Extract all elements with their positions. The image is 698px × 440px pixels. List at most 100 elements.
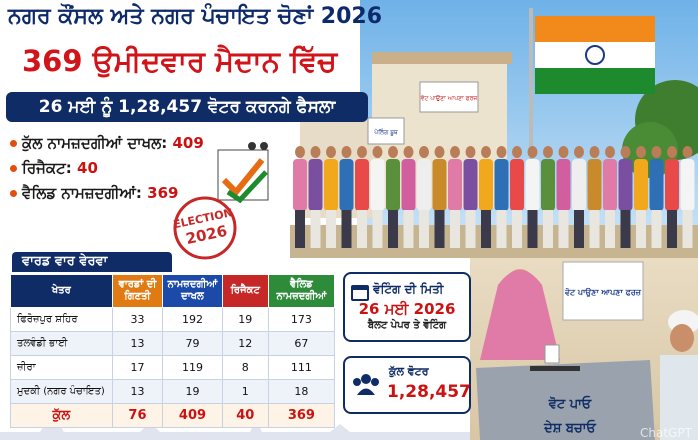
summary-label: ਰਿਜੈਕਟ: [22, 159, 72, 177]
person-head [357, 146, 367, 158]
person-body [339, 159, 354, 211]
person-legs [434, 210, 445, 248]
person-legs [682, 210, 693, 248]
skyline [0, 420, 470, 440]
person-legs [403, 210, 414, 248]
summary-label: ਵੈਲਿਡ ਨਾਮਜ਼ਦਗੀਆਂ: [22, 184, 142, 202]
cell: 19 [162, 379, 223, 404]
cell: 173 [267, 307, 336, 332]
voting-date-label: ਵੋਟਿੰਗ ਦੀ ਮਿਤੀ [373, 282, 444, 296]
person-head [620, 146, 631, 158]
person-head [496, 146, 507, 158]
calendar-icon [351, 285, 369, 301]
flag-green [535, 68, 655, 94]
person-body [618, 159, 633, 211]
building-roof [372, 52, 512, 64]
ballot-paper [544, 344, 560, 364]
person-body [308, 159, 323, 211]
person-legs [496, 210, 507, 248]
column-header: ਵੈਲਿਡ ਨਾਮਜ਼ਦਗੀਆਂ [267, 274, 336, 308]
person-head [481, 146, 491, 158]
person-body [448, 159, 462, 211]
person-head [605, 146, 615, 158]
cell: 33 [111, 307, 164, 332]
total-row: ਕੁੱਲ 76 409 40 369 [10, 403, 336, 428]
flag-saffron [535, 16, 655, 42]
ward-table: ਖੇਤਰ ਵਾਰਡਾਂ ਦੀ ਗਿਣਤੀ ਨਾਮਜ਼ਦਗੀਆਂ ਦਾਖਲ ਰਿਜੈਕਟ… [10, 274, 336, 428]
bullet [10, 190, 17, 197]
area-cell: ਤਲਵੰਡੀ ਭਾਈ [10, 331, 113, 356]
person-body [293, 159, 307, 211]
person-head [372, 146, 383, 158]
person-body [572, 159, 586, 211]
logo-tick [226, 170, 268, 204]
bullet [10, 165, 17, 172]
person-body [479, 159, 493, 211]
person-legs [341, 210, 352, 248]
cell: 12 [221, 331, 269, 356]
table-row: ਮੁਦਕੀ (ਨਗਰ ਪੰਚਾਇਤ) 13 19 1 18 [10, 379, 336, 404]
cell: 8 [221, 355, 269, 380]
total-cell: ਕੁੱਲ [10, 403, 113, 428]
duty-sign [562, 261, 644, 321]
person-body [494, 159, 509, 211]
person-legs [589, 210, 600, 248]
person-body [510, 159, 524, 211]
person-body [525, 159, 540, 211]
logo-dot [260, 142, 268, 150]
person-legs [651, 210, 662, 248]
person-head [543, 146, 553, 158]
person-legs [620, 210, 631, 248]
watermark: ChatGPT [640, 426, 693, 440]
summary-item: ਕੁੱਲ ਨਾਮਜ਼ਦਗੀਆਂ ਦਾਖਲ: 409 [10, 134, 204, 152]
person-body [386, 159, 400, 211]
person-head [558, 146, 569, 158]
summary-value: 369 [147, 184, 179, 202]
title: ਨਗਰ ਕੌਂਸਲ ਅਤੇ ਨਗਰ ਪੰਚਾਇਤ ਚੋਣਾਂ 2026 [8, 4, 383, 29]
person-legs [310, 210, 321, 248]
person-legs [388, 210, 398, 248]
cell: 13 [111, 379, 164, 404]
table-row: ਤਲਵੰਡੀ ਭਾਈ 13 79 12 67 [10, 331, 336, 356]
person-legs [326, 210, 336, 248]
person-legs [450, 210, 460, 248]
cell: 13 [111, 331, 164, 356]
person-legs [636, 210, 646, 248]
person-body [680, 159, 695, 211]
cell: 192 [162, 307, 223, 332]
queue [293, 146, 695, 248]
person-body [556, 159, 571, 211]
summary-item: ਰਿਜੈਕਟ: 40 [10, 159, 98, 177]
person-body [634, 159, 648, 211]
person-legs [543, 210, 553, 248]
cell: 119 [162, 355, 223, 380]
official-body [660, 355, 698, 440]
person-legs [605, 210, 615, 248]
person-body [587, 159, 602, 211]
column-header: ਵਾਰਡਾਂ ਦੀ ਗਿਣਤੀ [111, 274, 164, 308]
person-head [465, 146, 476, 158]
person-body [370, 159, 385, 211]
person-body [324, 159, 338, 211]
person-head [651, 146, 662, 158]
person-legs [574, 210, 584, 248]
cell: 19 [221, 307, 269, 332]
person-head [512, 146, 522, 158]
person-head [388, 146, 398, 158]
person-head [450, 146, 460, 158]
flag-chakra [585, 45, 605, 65]
total-voters-label: ਕੁੱਲ ਵੋਟਰ [389, 365, 429, 378]
area-cell: ਜ਼ੀਰਾ [10, 355, 113, 380]
logo-dot [248, 142, 256, 150]
people-icon [353, 374, 379, 395]
person-body [463, 159, 478, 211]
total-cell: 40 [221, 403, 269, 428]
flag-pole [529, 8, 533, 248]
person-body [603, 159, 617, 211]
person-body [541, 159, 555, 211]
area-cell: ਮੁਦਕੀ (ਨਗਰ ਪੰਚਾਇਤ) [10, 379, 113, 404]
header-row: ਖੇਤਰ ਵਾਰਡਾਂ ਦੀ ਗਿਣਤੀ ਨਾਮਜ਼ਦਗੀਆਂ ਦਾਖਲ ਰਿਜੈਕਟ… [10, 274, 336, 308]
column-header: ਰਿਜੈਕਟ [221, 274, 269, 308]
person-legs [372, 210, 383, 248]
